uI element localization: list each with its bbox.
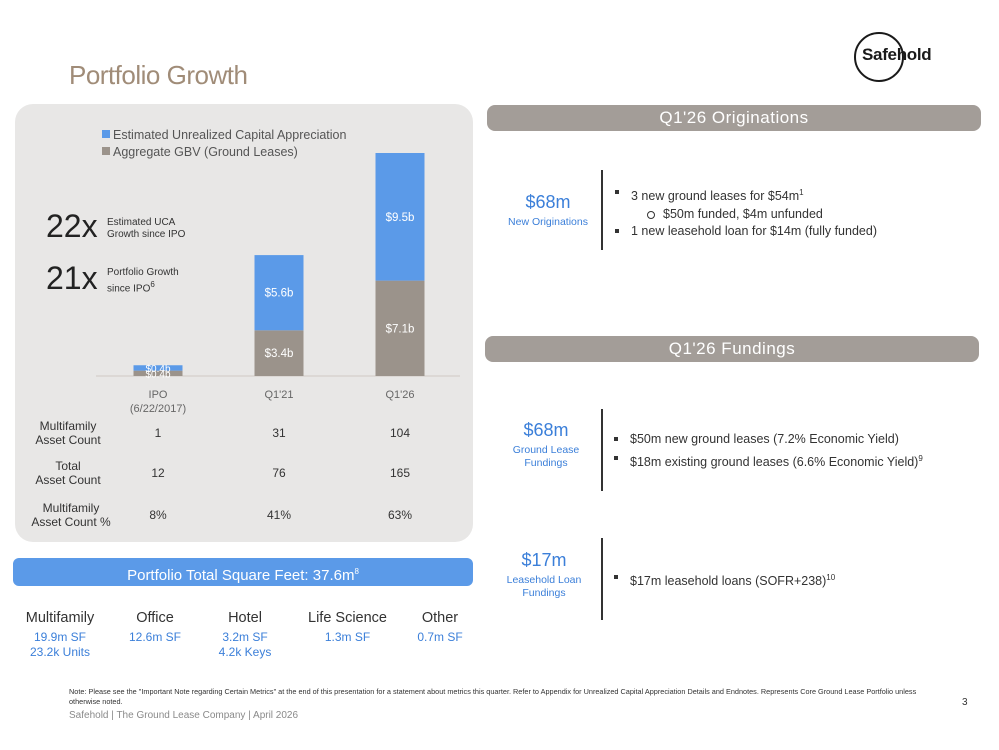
originations-bullet-1: 3 new ground leases for $54m [631,189,800,204]
axis-label-q121: Q1'21 [264,389,294,401]
list-item: 1 new leasehold loan for $14m (fully fun… [613,222,973,241]
footnote-ref: 10 [826,573,836,582]
list-subitem: $50m funded, $4m unfunded [613,206,973,222]
table-cell: 76 [272,466,286,480]
property-type-hotel: Hotel 3.2m SF 4.2k Keys [205,610,285,660]
property-type-sf: 12.6m SF [128,630,182,644]
table-cell: 165 [389,466,411,480]
property-type-units: 23.2k Units [29,645,91,659]
originations-divider [601,170,603,250]
ground-lease-bullet-2: $18m existing ground leases (6.6% Econom… [630,455,919,470]
bar-uca-2 [375,153,425,281]
table-cell: 8% [149,508,167,522]
table-cell: 63% [387,508,413,522]
legend-label-gbv: Aggregate GBV (Ground Leases) [113,145,298,159]
originations-value: $68m [525,192,571,212]
leasehold-loan-bullet: $17m leasehold loans (SOFR+238) [630,574,827,589]
property-type-sf: 1.3m SF [324,630,371,644]
row-label-multifamily-count: Multifamily Asset Count [35,419,101,447]
stat-uca-value: 22x [46,208,98,244]
footnote-ref: 1 [799,188,804,197]
row-label-multifamily-pct: Multifamily Asset Count % [31,501,111,529]
ground-lease-bullets: $50m new ground leases (7.2% Economic Yi… [612,430,982,472]
property-type-sf: 0.7m SF [417,630,463,644]
originations-bullet-2: 1 new leasehold loan for $14m (fully fun… [631,224,877,239]
leasehold-loan-bullets: $17m leasehold loans (SOFR+238)10 [612,568,982,591]
list-item: 3 new ground leases for $54m1 [613,183,973,206]
legend-item-uca: Estimated Unrealized Capital Appreciatio… [102,128,346,142]
table-cell: 12 [151,466,165,480]
originations-header: Q1'26 Originations [487,105,981,131]
ground-lease-fundings-metric: $68m Ground Lease Fundings [496,420,596,470]
bar-label-gbv-1: $3.4b [265,348,294,360]
ground-lease-fundings-caption: Ground Lease Fundings [512,444,580,469]
bar-uca-0 [133,365,183,371]
property-type-office: Office 12.6m SF [115,610,195,645]
logo-ring-icon [854,32,904,82]
list-item: $18m existing ground leases (6.6% Econom… [612,449,982,472]
property-type-name: Office [136,610,174,626]
table-cell: 104 [389,426,411,440]
fundings-header: Q1'26 Fundings [485,336,979,362]
originations-caption: New Originations [508,216,588,228]
footer: Safehold | The Ground Lease Company | Ap… [69,710,299,721]
leasehold-loan-fundings-metric: $17m Leasehold Loan Fundings [494,550,594,600]
ground-lease-bullet-1: $50m new ground leases (7.2% Economic Yi… [630,432,899,446]
stat-uca-caption: Estimated UCA Growth since IPO [107,217,186,240]
stat-portfolio-caption-text: Portfolio Growth since IPO [107,267,179,295]
bar-gbv-1 [254,330,304,376]
bar-label-uca-1: $5.6b [265,288,294,300]
leasehold-loan-fundings-value: $17m [521,550,567,570]
bar-gbv-2 [375,280,425,376]
stat-portfolio-caption: Portfolio Growth since IPO6 [107,267,179,295]
table-cell: 41% [266,508,292,522]
stat-portfolio-footnote-ref: 6 [150,280,155,289]
bar-uca-1 [254,255,304,331]
legend-swatch-gbv [102,147,110,155]
originations-subbullet: $50m funded, $4m unfunded [663,207,823,222]
footnote: Note: Please see the "Important Note reg… [69,687,917,706]
property-type-name: Hotel [228,610,262,626]
property-type-life-science: Life Science 1.3m SF [300,610,395,645]
table-cell: 31 [272,426,286,440]
ground-lease-divider [601,409,603,491]
property-type-other: Other 0.7m SF [405,610,475,645]
portfolio-bar-chart: $0.4b$0.4b $3.4b $5.6b $7.1b $9.5b [96,153,460,380]
page-number: 3 [962,697,968,708]
ground-lease-fundings-value: $68m [523,420,569,440]
leasehold-loan-divider [601,538,603,620]
safehold-logo: Safehold [852,30,936,82]
bar-label-gbv-2: $7.1b [386,323,415,335]
logo-wordmark: Safehold [862,45,932,64]
property-type-sf: 19.9m SF [33,630,87,644]
axis-label-q126: Q1'26 [385,389,415,401]
total-square-feet-banner: Portfolio Total Square Feet: 37.6m8 [13,558,473,586]
legend-item-gbv: Aggregate GBV (Ground Leases) [102,145,298,159]
axis-label-ipo: IPO (6/22/2017) [129,389,187,415]
page-title: Portfolio Growth [69,60,248,90]
bar-label-gbv-0: $0.4b [145,369,170,380]
legend-label-uca: Estimated Unrealized Capital Appreciatio… [113,128,347,142]
footnote-ref: 9 [918,454,923,463]
list-item: $50m new ground leases (7.2% Economic Yi… [612,430,982,449]
originations-bullets: 3 new ground leases for $54m1 $50m funde… [613,183,973,241]
stat-portfolio-value: 21x [46,260,98,296]
originations-metric: $68m New Originations [498,192,598,229]
property-type-keys: 4.2k Keys [218,645,272,659]
sqft-footnote-ref: 8 [354,567,359,576]
row-label-total-count: Total Asset Count [35,459,101,487]
leasehold-loan-fundings-caption: Leasehold Loan Fundings [506,574,582,599]
bar-label-uca-0: $0.4b [145,364,170,375]
list-item: $17m leasehold loans (SOFR+238)10 [612,568,982,591]
property-type-name: Multifamily [25,610,95,626]
property-type-name: Other [421,610,459,626]
bar-gbv-0 [133,370,183,376]
table-cell: 1 [154,426,162,440]
sqft-label: Portfolio Total Square Feet: 37.6m [127,567,355,584]
legend-swatch-uca [102,130,110,138]
property-type-name: Life Science [308,610,387,626]
property-type-sf: 3.2m SF [222,630,268,644]
property-type-multifamily: Multifamily 19.9m SF 23.2k Units [12,610,108,660]
bar-label-uca-2: $9.5b [386,212,415,224]
